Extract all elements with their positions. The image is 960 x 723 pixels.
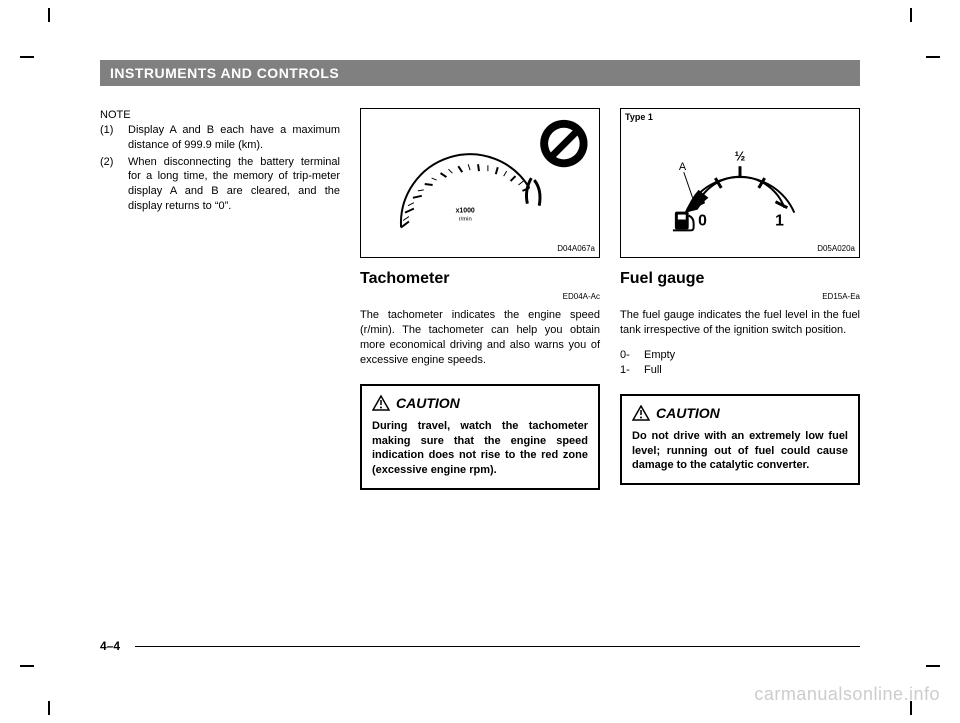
- legend-value: Full: [644, 363, 662, 378]
- svg-text:x1000: x1000: [456, 208, 475, 215]
- caution-label: CAUTION: [656, 404, 720, 423]
- tachometer-ref: ED04A-Ac: [360, 292, 600, 303]
- legend-key: 1-: [620, 363, 638, 378]
- fuel-gauge-ref: ED15A-Ea: [620, 292, 860, 303]
- tachometer-heading: Tachometer: [360, 268, 600, 290]
- svg-text:r/min: r/min: [459, 216, 472, 222]
- page-number: 4–4: [100, 639, 120, 653]
- legend-key: 0-: [620, 348, 638, 363]
- note-num: (1): [100, 123, 122, 153]
- caution-body: During travel, watch the tachometer maki…: [372, 419, 588, 478]
- tachometer-body: The tachometer indicates the engine spee…: [360, 308, 600, 367]
- legend-row-1: 1- Full: [620, 363, 860, 378]
- note-item-1: (1) Display A and B each have a maximum …: [100, 123, 340, 153]
- page-content: INSTRUMENTS AND CONTROLS NOTE (1) Displa…: [100, 60, 860, 490]
- caution-box-tach: CAUTION During travel, watch the tachome…: [360, 384, 600, 490]
- svg-text:0: 0: [698, 212, 707, 229]
- fuel-gauge-icon: 0 ½ 1 A: [621, 109, 859, 257]
- section-header: INSTRUMENTS AND CONTROLS: [100, 60, 860, 86]
- figure-code: D04A067a: [557, 244, 595, 255]
- warning-icon: [372, 395, 390, 411]
- columns: NOTE (1) Display A and B each have a max…: [100, 108, 860, 490]
- page-rule: [135, 646, 860, 647]
- svg-text:½: ½: [735, 148, 746, 163]
- caution-title: CAUTION: [372, 394, 588, 413]
- note-text: Display A and B each have a maximum dist…: [128, 123, 340, 153]
- note-text: When disconnecting the battery terminal …: [128, 155, 340, 214]
- column-2: x1000 r/min D04A067a Tachomet: [360, 108, 600, 490]
- tachometer-icon: x1000 r/min: [361, 109, 599, 257]
- caution-title: CAUTION: [632, 404, 848, 423]
- legend-value: Empty: [644, 348, 675, 363]
- figure-code: D05A020a: [817, 244, 855, 255]
- caution-label: CAUTION: [396, 394, 460, 413]
- note-item-2: (2) When disconnecting the battery termi…: [100, 155, 340, 214]
- fuel-gauge-body: The fuel gauge indicates the fuel level …: [620, 308, 860, 338]
- note-label: NOTE: [100, 108, 340, 123]
- column-3: Type 1: [620, 108, 860, 490]
- legend-row-0: 0- Empty: [620, 348, 860, 363]
- fuel-gauge-heading: Fuel gauge: [620, 268, 860, 290]
- watermark: carmanualsonline.info: [754, 684, 940, 705]
- tachometer-figure: x1000 r/min D04A067a: [360, 108, 600, 258]
- svg-text:1: 1: [775, 212, 784, 229]
- fuel-gauge-figure: Type 1: [620, 108, 860, 258]
- warning-icon: [632, 405, 650, 421]
- caution-box-fuel: CAUTION Do not drive with an extremely l…: [620, 394, 860, 485]
- note-num: (2): [100, 155, 122, 214]
- caution-body: Do not drive with an extremely low fuel …: [632, 429, 848, 474]
- column-1: NOTE (1) Display A and B each have a max…: [100, 108, 340, 490]
- figure-type-label: Type 1: [625, 111, 653, 123]
- svg-text:A: A: [679, 161, 687, 173]
